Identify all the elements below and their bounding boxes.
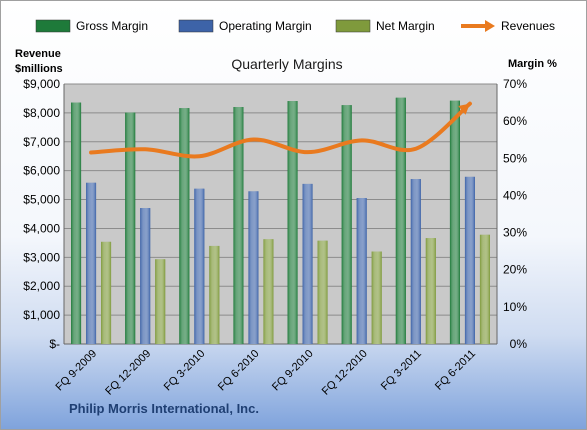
bar-shine — [125, 112, 136, 344]
right-tick-label: 10% — [503, 300, 527, 314]
legend-swatch — [178, 19, 214, 33]
plot-background — [64, 84, 497, 344]
left-axis-title-line1: Revenue — [15, 48, 61, 60]
x-tick-label: FQ 6-2011 — [433, 348, 478, 393]
left-tick-label: $2,000 — [23, 279, 60, 293]
plot-area: $- $1,000 $2,000 $3,000 $4,000 $5,000 $6,000 $7… — [23, 77, 527, 398]
bar-shine — [317, 240, 328, 344]
right-axis-title: Margin % — [508, 58, 557, 70]
right-tick-label: 60% — [503, 114, 527, 128]
x-tick-label: FQ 9-2010 — [270, 348, 316, 394]
bar-shine — [155, 259, 166, 344]
x-tick-label: FQ 6-2010 — [216, 348, 262, 394]
left-tick-label: $5,000 — [23, 193, 60, 207]
left-axis-title-line2: $millions — [15, 63, 63, 75]
legend-label: Net Margin — [376, 19, 435, 33]
left-tick-label: $1,000 — [23, 308, 60, 322]
legend-arrow-swatch — [485, 20, 495, 32]
bar-shine — [101, 241, 112, 344]
revenue-arrowhead — [458, 103, 470, 115]
right-tick-label: 40% — [503, 188, 527, 202]
left-tick-label: $3,000 — [23, 250, 60, 264]
company-footer: Philip Morris International, Inc. — [69, 401, 259, 416]
legend: Gross Margin Operating Margin Net Margin Re… — [35, 19, 555, 33]
left-tick-label: $9,000 — [23, 77, 60, 91]
bar-shine — [71, 102, 82, 344]
left-tick-label: $4,000 — [23, 221, 60, 235]
revenue-line — [89, 101, 472, 159]
bar-shine — [479, 234, 490, 344]
left-tick-label: $7,000 — [23, 135, 60, 149]
bar-shine — [425, 238, 436, 344]
bar-shine — [263, 239, 274, 344]
legend-swatch — [35, 19, 71, 33]
legend-label: Revenues — [501, 19, 555, 33]
bar-shine — [248, 191, 259, 344]
left-tick-label: $- — [49, 337, 60, 351]
x-tick-label: FQ 3-2010 — [162, 348, 208, 394]
bar-shine — [302, 183, 313, 344]
right-tick-label: 70% — [503, 77, 527, 91]
bar-shine — [179, 108, 190, 345]
left-tick-label: $8,000 — [23, 106, 60, 120]
right-tick-label: 30% — [503, 226, 527, 240]
legend-swatch — [335, 19, 371, 33]
bar-shine — [233, 107, 244, 345]
bar-shine — [395, 97, 406, 344]
bar-shine — [464, 176, 475, 344]
x-tick-label: FQ 3-2011 — [379, 348, 424, 393]
legend-label: Operating Margin — [219, 19, 312, 33]
bar-shine — [449, 100, 460, 344]
bar-shine — [194, 188, 205, 344]
right-tick-label: 0% — [510, 337, 528, 351]
legend-label: Gross Margin — [76, 19, 148, 33]
x-tick-label: FQ 9-2009 — [54, 348, 100, 394]
bar-shine — [341, 105, 352, 345]
x-tick-label: FQ 12-2009 — [103, 348, 153, 398]
right-tick-label: 50% — [503, 151, 527, 165]
right-tick-label: 20% — [503, 263, 527, 277]
left-tick-label: $6,000 — [23, 164, 60, 178]
bar-shine — [410, 179, 421, 344]
bar-shine — [140, 208, 151, 344]
chart-title: Quarterly Margins — [231, 56, 342, 72]
bar-shine — [371, 251, 382, 344]
bar-shine — [287, 101, 298, 344]
bar-shine — [209, 245, 220, 344]
bar-shine — [356, 198, 367, 344]
x-tick-label: FQ 12-2010 — [320, 348, 370, 398]
bar-shine — [86, 182, 97, 344]
